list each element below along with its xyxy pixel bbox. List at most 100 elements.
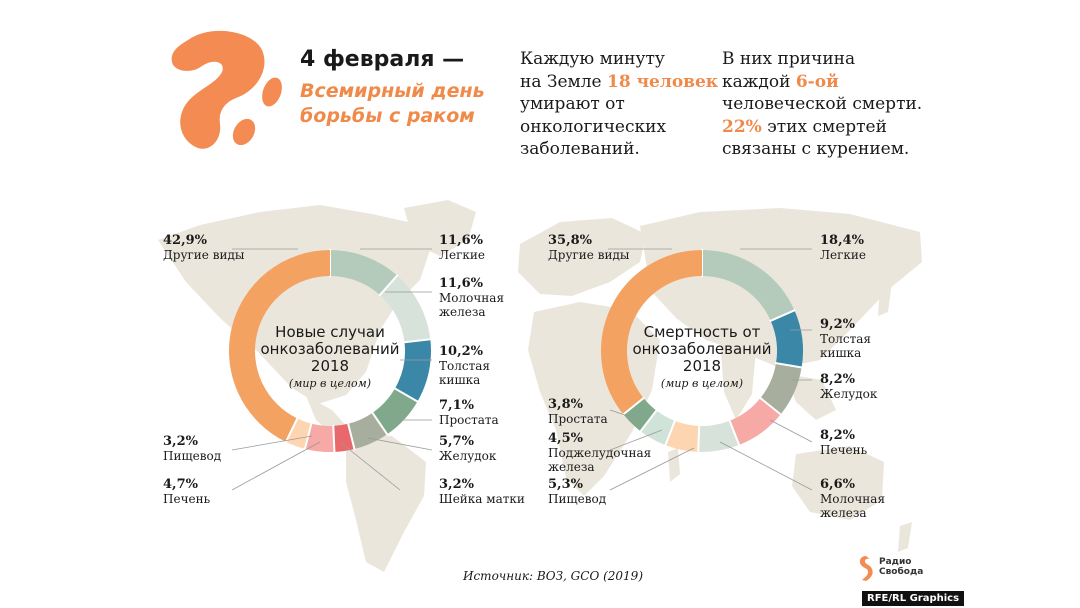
- chart2-slice-separator: [621, 396, 646, 416]
- chart2-label-lungs: 18,4% Легкие: [820, 233, 867, 263]
- chart2-name-stomach: Желудок: [820, 387, 878, 401]
- source-note: Источник: ВОЗ, GCO (2019): [463, 569, 643, 583]
- chart2-slice-separator: [664, 419, 677, 447]
- chart2-label-colorectal: 9,2% Толстая кишка: [820, 318, 871, 361]
- chart2-name-liver: Печень: [820, 443, 868, 457]
- header-subtitle-line2: борьбы с раком: [300, 105, 475, 127]
- chart1-name-lungs: Легкие: [439, 248, 486, 262]
- chart1-name-colorectal-2: кишка: [439, 373, 481, 387]
- chart1-value-breast: 11,6%: [439, 276, 484, 291]
- fact2-line: человеческой смерти.: [722, 94, 923, 114]
- leader-line: [609, 409, 641, 421]
- chart1-slice-lungs: [329, 250, 398, 296]
- chart1-slice-separator: [303, 422, 313, 451]
- chart2-value-other: 35,8%: [548, 233, 593, 248]
- chart2-label-other: 35,8% Другие виды: [548, 233, 629, 263]
- chart1-label-stomach: 5,7% Желудок: [439, 434, 497, 464]
- chart2-label-prostate: 3,8% Простата: [548, 397, 608, 427]
- fact1-line: умирают от: [520, 94, 625, 114]
- chart1-slice-separator: [346, 422, 356, 451]
- chart1-slice-separator: [332, 424, 336, 453]
- header-subtitle-line1: Всемирный день: [300, 80, 485, 102]
- chart2-label-esophagus: 5,3% Пищевод: [548, 477, 606, 507]
- chart1-name-breast: Молочная: [439, 291, 505, 305]
- chart2-label-breast: 6,6% Молочная железа: [820, 478, 885, 521]
- chart2-slice-separator: [758, 396, 783, 416]
- chart1-slice-colorectal: [394, 339, 431, 402]
- chart2-name-lungs: Легкие: [820, 248, 867, 262]
- fact-deaths-per-minute: Каждую минуту на Земле 18 человек умираю…: [520, 48, 718, 161]
- chart1-center-title: Новые случаи онкозаболеваний 2018: [248, 324, 412, 375]
- chart2-name-prostate: Простата: [548, 412, 608, 426]
- fact2-highlight: 22%: [722, 116, 762, 137]
- chart1-name-liver: Печень: [163, 492, 211, 506]
- chart1-name-breast-2: железа: [439, 305, 486, 319]
- chart1-slice-separator: [284, 417, 299, 444]
- leader-line: [339, 441, 401, 491]
- chart2-value-stomach: 8,2%: [820, 372, 855, 387]
- chart1-slice-separator: [393, 387, 419, 403]
- chart1-note: (мир в целом): [288, 377, 372, 390]
- chart2-title-line: Смертность от: [643, 323, 761, 341]
- fact1-line: на Земле 18 человек: [520, 71, 718, 94]
- chart1-value-esophagus: 3,2%: [163, 434, 198, 449]
- radio-svoboda-logo-icon: [859, 556, 873, 581]
- fact2-line: 22% этих смертей: [722, 116, 922, 139]
- chart2-slice-colorectal: [770, 310, 803, 368]
- leader-line: [231, 441, 321, 491]
- chart2-slice-liver: [729, 397, 781, 445]
- fact1-line: Каждую минуту: [520, 49, 665, 69]
- chart2-slice-separator: [774, 362, 803, 369]
- fact2-text: каждой: [722, 71, 796, 92]
- chart1-slice-separator: [378, 274, 399, 297]
- chart1-label-cervix: 3,2% Шейка матки: [439, 477, 525, 507]
- chart2-name-pancreas-2: железа: [548, 460, 595, 474]
- chart2-slice-other: [601, 250, 703, 415]
- chart1-title-line: 2018: [310, 357, 350, 375]
- chart1-label-other: 42,9% Другие виды: [163, 233, 244, 263]
- chart1-value-other: 42,9%: [163, 233, 208, 248]
- leader-line: [719, 441, 813, 491]
- chart1-name-colorectal: Толстая: [439, 359, 490, 373]
- fact1-highlight: 18 человек: [607, 71, 719, 92]
- chart1-value-stomach: 5,7%: [439, 434, 474, 449]
- chart2-slice-esophagus: [665, 420, 700, 452]
- brand-line: Радио: [879, 557, 912, 567]
- chart1-label-breast: 11,6% Молочная железа: [439, 276, 505, 320]
- chart2-value-liver: 8,2%: [820, 428, 855, 443]
- chart1-value-colorectal: 10,2%: [439, 344, 484, 359]
- chart1-value-lungs: 11,6%: [439, 233, 484, 248]
- leader-line: [231, 435, 313, 451]
- credit-badge: RFE/RL Graphics: [862, 591, 965, 606]
- chart1-slice-separator: [371, 411, 389, 436]
- chart1-slice-other: [229, 250, 331, 442]
- chart2-slice-separator: [697, 424, 701, 453]
- chart1-value-liver: 4,7%: [163, 477, 198, 492]
- fact-share-of-deaths: В них причина каждой 6-ой человеческой с…: [722, 48, 922, 161]
- chart1-value-cervix: 3,2%: [439, 477, 474, 492]
- chart1-slice-prostate: [372, 388, 418, 435]
- fact1-line: заболеваний.: [520, 139, 640, 159]
- chart1-label-liver: 4,7% Печень: [163, 477, 211, 507]
- chart1-slice-stomach: [347, 412, 388, 449]
- chart2-name-breast-2: железа: [820, 506, 867, 520]
- chart1-label-lungs: 11,6% Легкие: [439, 233, 486, 263]
- fact2-line: В них причина: [722, 49, 856, 69]
- chart2-name-colorectal: Толстая: [820, 332, 871, 346]
- chart1-label-esophagus: 3,2% Пищевод: [163, 434, 222, 464]
- chart2-title-line: 2018: [682, 357, 722, 375]
- chart2-name-pancreas: Поджелудочная: [548, 446, 652, 460]
- chart2-label-liver: 8,2% Печень: [820, 428, 868, 458]
- chart1-label-colorectal: 10,2% Толстая кишка: [439, 344, 490, 388]
- leader-line: [609, 447, 695, 491]
- chart1-name-cervix: Шейка матки: [439, 492, 525, 506]
- chart1-name-esophagus: Пищевод: [163, 449, 222, 463]
- chart2-value-lungs: 18,4%: [820, 233, 865, 248]
- chart1-name-stomach: Желудок: [439, 449, 497, 463]
- chart2-slice-lungs: [701, 250, 795, 322]
- chart1-title-line: онкозаболеваний: [260, 340, 400, 358]
- chart2-value-esophagus: 5,3%: [548, 477, 583, 492]
- chart2-value-prostate: 3,8%: [548, 397, 583, 412]
- leader-line: [367, 437, 433, 451]
